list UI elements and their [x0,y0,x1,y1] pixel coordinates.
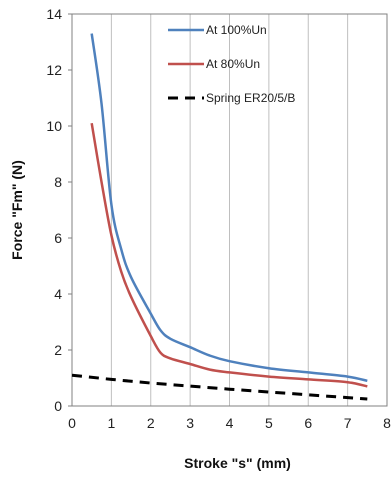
y-tick-label-2: 4 [54,286,62,302]
series-layer [71,33,368,401]
series-line-spring-er20-5-b [71,373,368,401]
series-line-at-100-un [90,33,368,383]
x-tick-label-4: 4 [226,415,234,431]
y-tick-label-0: 0 [54,398,62,414]
y-tick-label-6: 12 [46,62,62,78]
legend-label-spring-er20-5-b: Spring ER20/5/B [206,91,295,105]
x-tick-label-8: 8 [383,415,391,431]
y-axis-title: Force "Fm" (N) [9,160,25,260]
legend: At 100%Un At 80%Un Spring ER20/5/B [168,23,295,105]
plot-area-border [71,13,388,407]
x-tick-label-3: 3 [186,415,194,431]
grid-layer [71,14,388,406]
x-tick-label-1: 1 [107,415,115,431]
y-tick-label-5: 10 [46,118,62,134]
y-tick-label-4: 8 [54,174,62,190]
y-tick-label-1: 2 [54,342,62,358]
x-tick-label-6: 6 [304,415,312,431]
x-tick-label-0: 0 [68,415,76,431]
y-tick-label-3: 6 [54,230,62,246]
legend-label-at-80-un: At 80%Un [206,57,260,71]
x-tick-label-7: 7 [344,415,352,431]
x-tick-label-5: 5 [265,415,273,431]
legend-label-at-100-un: At 100%Un [206,23,267,37]
series-line-at-80-un [90,122,368,388]
x-axis-title: Stroke "s" (mm) [184,455,291,471]
y-tick-label-7: 14 [46,6,62,22]
x-tick-label-2: 2 [147,415,155,431]
